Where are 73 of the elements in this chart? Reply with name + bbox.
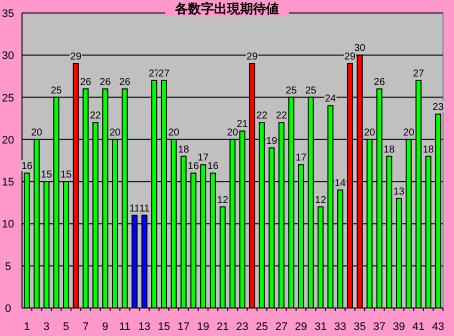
data-label: 14 <box>334 178 346 189</box>
data-label: 26 <box>80 76 92 88</box>
data-label: 29 <box>344 52 356 63</box>
data-label: 20 <box>109 127 122 138</box>
data-label: 20 <box>226 127 238 138</box>
x-tick-label: 21 <box>216 321 229 333</box>
data-label: 18 <box>422 144 434 156</box>
data-label: 16 <box>188 161 200 172</box>
y-tick-label: 15 <box>2 176 14 189</box>
data-label: 20 <box>31 127 43 138</box>
x-tick-label: 29 <box>294 321 308 333</box>
data-label: 17 <box>295 152 308 164</box>
data-label: 29 <box>70 52 82 63</box>
y-tick-label: 5 <box>4 260 12 273</box>
x-tick-label: 39 <box>392 321 406 333</box>
data-label: 27 <box>412 68 425 80</box>
data-label: 26 <box>119 76 131 88</box>
data-label: 19 <box>266 136 278 147</box>
data-label: 16 <box>21 161 33 172</box>
data-label: 29 <box>246 52 258 63</box>
data-label: 17 <box>198 152 210 164</box>
x-tick-label: 17 <box>177 321 190 333</box>
y-tick-label: 25 <box>2 92 14 104</box>
x-tick-label: 9 <box>102 321 108 333</box>
data-label: 20 <box>364 127 376 138</box>
data-label: 22 <box>90 110 102 122</box>
y-tick-label: 20 <box>2 134 14 146</box>
x-tick-label: 41 <box>412 321 425 333</box>
x-tick-label: 15 <box>158 321 170 333</box>
data-label: 12 <box>217 194 229 206</box>
data-label: 20 <box>168 127 180 138</box>
data-label: 22 <box>276 110 288 122</box>
data-label: 11 <box>129 203 140 214</box>
x-tick-label: 19 <box>197 321 210 333</box>
chart-title: 各数字出現期待値 <box>174 1 279 16</box>
data-label: 25 <box>286 85 298 96</box>
data-label: 30 <box>354 43 366 54</box>
x-tick-label: 37 <box>373 321 386 333</box>
data-label: 26 <box>100 76 112 88</box>
data-label: 18 <box>178 144 190 156</box>
x-tick-label: 33 <box>334 321 346 333</box>
y-tick-label: 0 <box>4 303 12 315</box>
data-label: 21 <box>236 119 248 130</box>
data-label: 27 <box>158 68 170 80</box>
y-tick-label: 10 <box>2 218 14 231</box>
x-tick-label: 27 <box>275 321 288 333</box>
x-tick-label: 3 <box>43 321 50 333</box>
y-tick-label: 30 <box>2 50 14 62</box>
data-label: 11 <box>139 203 150 214</box>
x-tick-label: 5 <box>62 321 70 333</box>
data-label: 15 <box>40 170 52 181</box>
data-label: 25 <box>50 85 62 96</box>
x-tick-label: 13 <box>138 321 151 333</box>
x-tick-label: 25 <box>256 321 268 333</box>
x-tick-label: 31 <box>314 321 327 333</box>
data-label: 22 <box>256 110 268 122</box>
x-tick-label: 11 <box>119 321 131 333</box>
data-label: 24 <box>324 94 336 105</box>
x-tick-label: 7 <box>82 321 89 333</box>
data-label: 16 <box>207 161 219 172</box>
data-label: 20 <box>403 127 415 138</box>
data-label: 18 <box>384 144 396 156</box>
x-tick-label: 1 <box>24 321 30 333</box>
data-label: 26 <box>374 76 386 88</box>
x-tick-label: 43 <box>432 321 444 333</box>
data-label: 23 <box>432 102 444 114</box>
x-tick-label: 23 <box>236 321 248 333</box>
y-tick-label: 35 <box>2 8 14 20</box>
data-label: 25 <box>305 85 317 96</box>
data-label: 13 <box>393 186 405 198</box>
data-label: 12 <box>315 194 327 206</box>
x-tick-label: 35 <box>354 321 366 333</box>
data-label: 15 <box>60 170 72 181</box>
